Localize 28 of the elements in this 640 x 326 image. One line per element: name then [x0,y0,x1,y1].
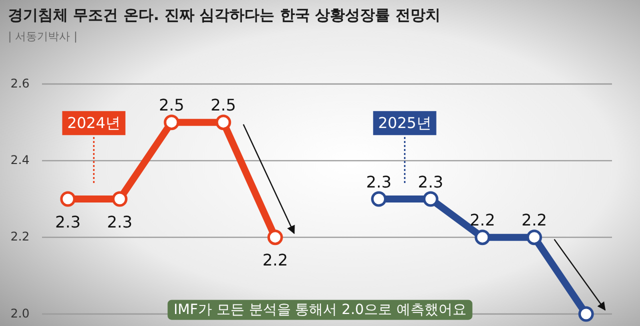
y-tick-label: 2.6 [10,76,30,90]
point [371,191,387,207]
point [422,191,438,207]
data-label: 2.5 [158,96,184,115]
text: 2025년 [378,114,432,132]
y-tick-label: 2.2 [10,230,30,244]
point [112,191,128,207]
point [267,230,283,246]
data-label: 2.2 [522,210,547,230]
point [60,191,76,207]
point [216,114,232,130]
data-label: 2.3 [418,172,444,192]
data-label: 2.3 [366,172,392,192]
y-tick-label: 2.4 [10,152,30,167]
point [474,230,490,246]
annotation: IMF가 모든 분석을 통해서 2.0으로 예측했어요 [174,302,466,318]
point [526,230,542,246]
data-label: 2.2 [470,210,496,230]
data-label: 2.3 [107,212,132,232]
text: 2024년 [67,114,120,132]
chart-title: 경기침체 무조건 온다. 진짜 심각하다는 한국 상황성장률 전망치 [8,6,440,24]
point [578,306,594,322]
data-label: 2.5 [210,96,236,115]
point [164,114,180,130]
data-label: 2.3 [55,212,81,232]
chart-subtitle: | 서동기박사 | [8,30,78,43]
data-label: 2.2 [262,250,288,270]
y-tick-label: 2.0 [10,306,30,320]
